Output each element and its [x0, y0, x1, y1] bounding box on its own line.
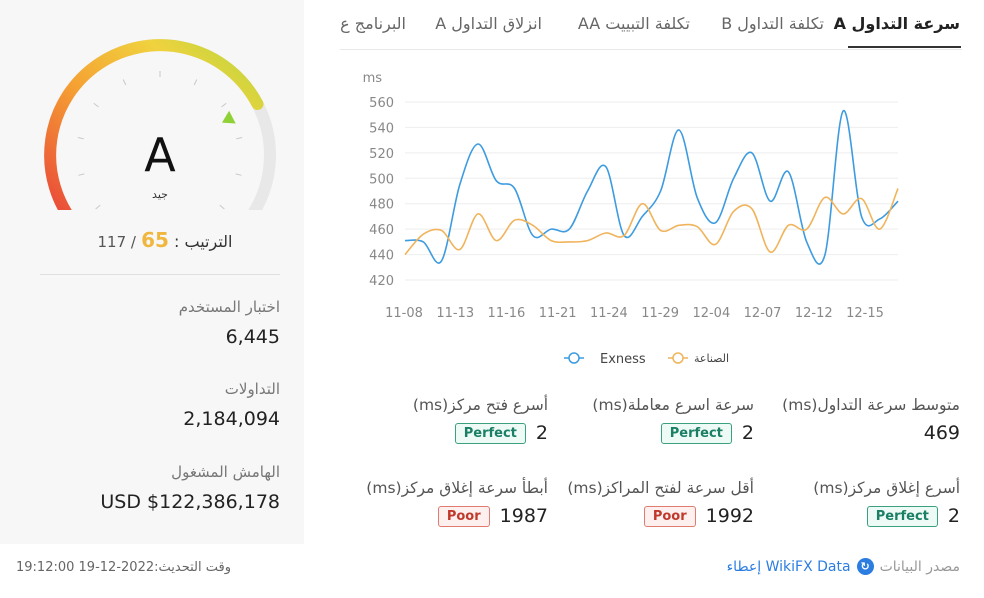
metric-value: 1992: [705, 505, 754, 527]
y-tick-label: 520: [369, 147, 394, 162]
metric-label: أسرع إغلاق مركز(ms): [813, 479, 960, 497]
metric-fastest-close: أسرع إغلاق مركز(ms) 2 Perfect: [813, 479, 960, 527]
stat-label: التداولات: [224, 380, 280, 398]
rank-total: 117: [97, 233, 127, 251]
active-tab-indicator: [848, 46, 961, 48]
stat-label: اختبار المستخدم: [178, 298, 280, 316]
y-tick-label: 540: [369, 121, 394, 136]
x-tick-label: 11-21: [539, 306, 577, 321]
metric-label: أسرع فتح مركز(ms): [412, 396, 548, 414]
gauge-fill: [44, 39, 264, 210]
tab-bar: سرعة التداول A تكلفة التداول B تكلفة الت…: [340, 0, 962, 50]
status-badge: Poor: [437, 505, 490, 527]
metric-label: متوسط سرعة التداول(ms): [782, 396, 960, 414]
legend-label: الصناعة: [694, 352, 729, 365]
legend-label: Exness: [600, 352, 646, 367]
chart-legend: Exness الصناعة: [564, 352, 729, 367]
x-tick-label: 11-08: [385, 306, 423, 321]
divider: [40, 274, 280, 275]
stat-value: USD $122,386,178: [100, 491, 280, 513]
x-tick-label: 11-29: [641, 306, 679, 321]
x-axis-ticks: 11-08 11-13 11-16 11-21 11-24 11-29 12-04 12-07…: [385, 306, 884, 321]
status-badge: Perfect: [866, 505, 938, 527]
metric-value: 469: [923, 422, 960, 444]
y-tick-label: 560: [369, 96, 394, 111]
wikifx-logo-icon: ↻: [856, 558, 874, 575]
gauge-pointer-icon: [222, 110, 236, 124]
x-tick-label: 12-15: [846, 306, 884, 321]
tab-trading-cost[interactable]: تكلفة التداول B: [721, 14, 824, 33]
status-badge: Perfect: [454, 422, 526, 444]
data-source: مصدر البيانات ↻ WikiFX Data إعطاء: [727, 558, 960, 575]
gauge-ticks: [77, 71, 243, 210]
gauge-tick: [122, 79, 127, 86]
y-tick-label: 440: [369, 249, 394, 264]
metric-value: 2: [535, 422, 548, 444]
gauge-tick: [236, 137, 243, 140]
metric-label: أبطأ سرعة إغلاق مركز(ms): [366, 479, 548, 497]
y-tick-label: 480: [369, 198, 394, 213]
gauge-tick: [95, 204, 101, 210]
source-label: مصدر البيانات: [879, 558, 960, 575]
status-badge: Perfect: [660, 422, 732, 444]
metric-value: 1987: [499, 505, 548, 527]
x-tick-label: 12-07: [744, 306, 782, 321]
metric-label: سرعة اسرع معاملة(ms): [592, 396, 754, 414]
metric-value: 2: [741, 422, 754, 444]
series-line-exness: [404, 110, 899, 265]
update-time: وقت التحديث:2022-12-19 19:12:00: [16, 560, 231, 575]
metric-fastest-open: أسرع فتح مركز(ms) 2 Perfect: [413, 396, 548, 444]
metric-avg-speed: متوسط سرعة التداول(ms) 469: [782, 396, 960, 444]
chart-gridlines: [405, 101, 898, 281]
metric-fastest-trade: سرعة اسرع معاملة(ms) 2 Perfect: [592, 396, 754, 444]
broker-score-panel: A جيد الترتيب : 65 / 117 اختبار المستخدم…: [0, 0, 304, 544]
grade-letter: A: [144, 128, 176, 182]
rank-label: الترتيب: [184, 232, 233, 251]
series-line-industry: [404, 188, 899, 256]
stat-trades: التداولات 2,184,094: [40, 380, 280, 430]
y-tick-label: 500: [369, 172, 394, 187]
tab-swap-cost[interactable]: تكلفة التبييت AA: [577, 14, 690, 33]
chart-series: [404, 110, 899, 265]
rank-value: 65: [141, 228, 169, 252]
x-tick-label: 12-12: [795, 306, 833, 321]
gauge-tick: [221, 102, 227, 108]
gauge-tick: [235, 173, 242, 176]
legend-item-industry[interactable]: الصناعة: [668, 352, 729, 365]
x-tick-label: 12-04: [692, 306, 730, 321]
y-axis-label: ms: [363, 71, 383, 86]
grade-label: جيد: [152, 188, 168, 201]
status-badge: Poor: [643, 505, 696, 527]
x-tick-label: 11-13: [436, 306, 474, 321]
y-tick-label: 420: [369, 274, 394, 289]
y-tick-label: 460: [369, 223, 394, 238]
legend-marker-icon: [672, 352, 684, 364]
stat-value: 2,184,094: [183, 408, 280, 430]
legend-item-exness[interactable]: Exness: [564, 352, 646, 367]
gauge-tick: [219, 204, 225, 210]
stat-user-tests: اختبار المستخدم 6,445: [40, 298, 280, 348]
metric-value: 2: [947, 505, 960, 527]
x-tick-label: 11-16: [488, 306, 526, 321]
legend-marker-icon: [568, 352, 580, 364]
metric-slowest-open: أقل سرعة لفتح المراكز(ms) 1992 Poor: [567, 479, 754, 527]
gauge-tick: [78, 173, 85, 176]
tab-trading-speed[interactable]: سرعة التداول A: [833, 14, 960, 33]
tab-slippage[interactable]: انزلاق التداول A: [435, 14, 542, 33]
gauge-tick: [77, 137, 84, 140]
stat-label: الهامش المشغول: [171, 463, 280, 481]
stat-margin: الهامش المشغول USD $122,386,178: [40, 463, 280, 513]
metric-label: أقل سرعة لفتح المراكز(ms): [567, 479, 754, 497]
gauge-tick: [193, 79, 198, 86]
tab-software[interactable]: البرنامج ع: [340, 14, 406, 33]
y-axis-ticks: 560 540 520 500 480 460 440 420: [369, 96, 394, 289]
rank-row: الترتيب : 65 / 117: [97, 228, 233, 252]
source-link[interactable]: WikiFX Data إعطاء: [726, 558, 851, 575]
stat-value: 6,445: [225, 326, 280, 348]
metric-slowest-close: أبطأ سرعة إغلاق مركز(ms) 1987 Poor: [366, 479, 548, 527]
gauge-tick: [93, 102, 99, 108]
x-tick-label: 11-24: [590, 306, 628, 321]
speed-gauge: [44, 39, 276, 210]
